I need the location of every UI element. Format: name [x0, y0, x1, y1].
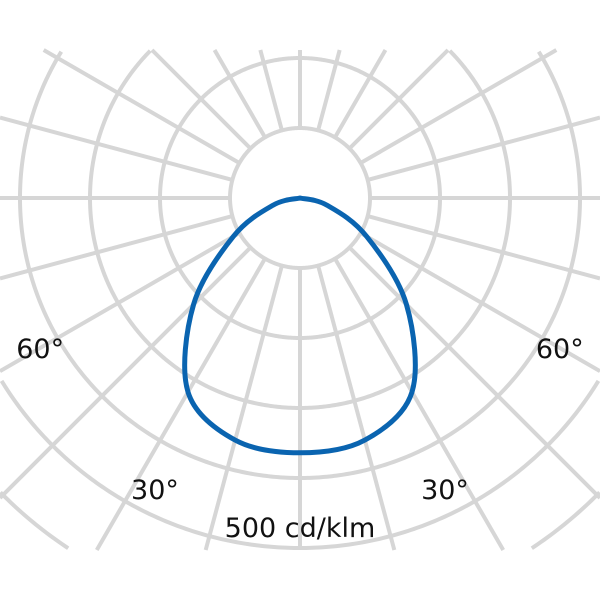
grid-spoke: [150, 48, 252, 150]
angle-label: 30°: [421, 475, 469, 506]
grid-spoke: [0, 115, 233, 182]
intensity-curves: [182, 195, 418, 456]
grid-spoke: [316, 49, 342, 131]
grid-spoke: [0, 214, 233, 281]
grid-ring: [0, 490, 600, 550]
intensity-curve: [182, 195, 418, 456]
grid-spoke: [367, 214, 600, 281]
angle-label: 60°: [536, 334, 584, 365]
grid-spoke: [359, 231, 600, 373]
grid-spoke: [258, 49, 284, 131]
grid-spoke: [367, 115, 600, 182]
polar-grid: [0, 48, 600, 551]
grid-ring: [17, 50, 583, 480]
grid-spoke: [348, 48, 450, 150]
grid-spoke: [316, 265, 397, 551]
grid-spoke: [348, 246, 600, 500]
angle-label: 60°: [16, 334, 64, 365]
grid-spoke: [333, 257, 505, 551]
grid-ring: [0, 379, 600, 550]
grid-spoke: [333, 48, 388, 139]
angle-labels: 60° 60° 30° 30°: [16, 334, 583, 506]
grid-ring: [87, 49, 513, 410]
grid-spoke: [95, 257, 267, 551]
grid-spoke: [359, 48, 558, 165]
unit-label: 500 cd/klm: [225, 513, 376, 544]
angle-label: 30°: [131, 475, 179, 506]
grid-spoke: [0, 231, 241, 373]
grid-spoke: [42, 48, 241, 165]
grid-spoke: [203, 265, 284, 551]
grid-spoke: [212, 48, 267, 139]
grid-spoke: [0, 246, 252, 500]
